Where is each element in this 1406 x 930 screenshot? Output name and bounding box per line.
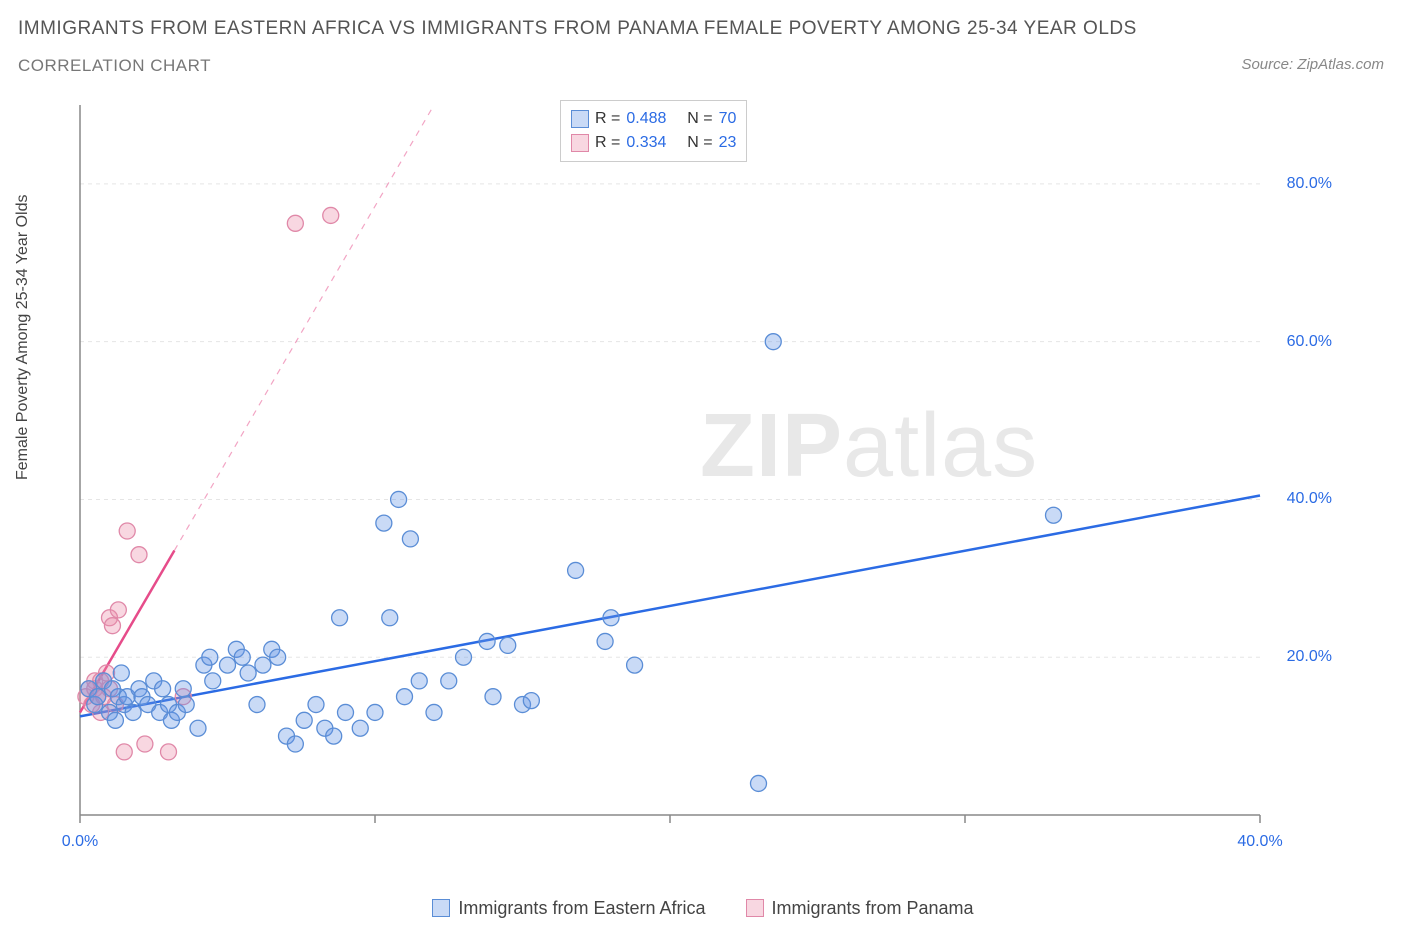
bottom-label-2: Immigrants from Panama [772,898,974,919]
x-tick-label: 0.0% [62,833,98,851]
legend-n-value-1: 70 [719,107,737,131]
legend-row-series1: R = 0.488 N = 70 [571,107,736,131]
swatch-series1 [571,110,589,128]
legend-r-value-1: 0.488 [626,107,666,131]
bottom-legend-item-2: Immigrants from Panama [746,898,974,919]
scatter-chart [60,95,1340,865]
legend-r-value-2: 0.334 [626,131,666,155]
correlation-legend: R = 0.488 N = 70 R = 0.334 N = 23 [560,100,747,162]
y-tick-label: 80.0% [1287,175,1332,193]
x-tick-label: 40.0% [1237,833,1282,851]
legend-r-label-1: R = [595,107,620,131]
legend-n-label-2: N = [687,131,712,155]
y-tick-label: 40.0% [1287,490,1332,508]
bottom-legend-item-1: Immigrants from Eastern Africa [432,898,705,919]
legend-n-label-1: N = [687,107,712,131]
bottom-swatch-1 [432,899,450,917]
chart-subtitle: CORRELATION CHART [18,56,211,76]
y-tick-label: 60.0% [1287,333,1332,351]
bottom-label-1: Immigrants from Eastern Africa [458,898,705,919]
y-axis-label: Female Poverty Among 25-34 Year Olds [14,195,32,481]
legend-row-series2: R = 0.334 N = 23 [571,131,736,155]
plot-area: ZIPatlas R = 0.488 N = 70 R = 0.334 N = … [60,95,1340,865]
swatch-series2 [571,134,589,152]
source-attribution: Source: ZipAtlas.com [1241,56,1384,73]
bottom-swatch-2 [746,899,764,917]
y-tick-label: 20.0% [1287,648,1332,666]
legend-r-label-2: R = [595,131,620,155]
legend-n-value-2: 23 [719,131,737,155]
bottom-legend: Immigrants from Eastern Africa Immigrant… [0,892,1406,924]
chart-title: IMMIGRANTS FROM EASTERN AFRICA VS IMMIGR… [18,18,1137,40]
